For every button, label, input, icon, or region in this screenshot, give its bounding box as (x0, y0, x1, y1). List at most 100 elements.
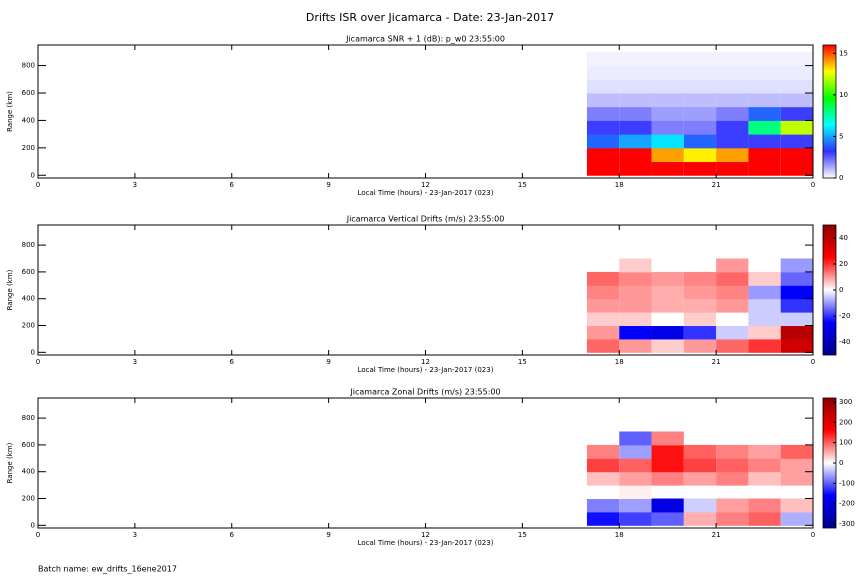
heatmap-cell (586, 458, 620, 473)
heatmap-cell (780, 471, 813, 486)
heatmap-cell (716, 120, 749, 135)
panel-title: Jicamarca SNR + 1 (dB): p_w0 23:55:00 (345, 35, 505, 44)
x-tick-label: 21 (712, 358, 721, 366)
heatmap-cell (683, 92, 717, 108)
heatmap-cell (748, 285, 781, 300)
heatmap-cell (619, 147, 652, 163)
heatmap-cell (683, 312, 717, 327)
heatmap-cell (716, 65, 749, 80)
heatmap-cell (748, 92, 781, 108)
heatmap-cell (586, 65, 620, 80)
heatmap-cell (683, 106, 717, 121)
heatmap-cell (619, 51, 652, 67)
heatmap-cell (748, 106, 781, 121)
heatmap-cell (716, 271, 749, 286)
y-tick-label: 200 (22, 144, 35, 152)
heatmap-cell (651, 511, 684, 526)
heatmap-cell (619, 511, 652, 526)
heatmap-cell (619, 444, 652, 459)
x-tick-label: 12 (421, 531, 430, 539)
heatmap-cell (683, 511, 717, 526)
heatmap-cell (619, 134, 652, 149)
heatmap-cell (716, 258, 749, 273)
x-tick-label: 0 (36, 531, 40, 539)
heatmap-cell (651, 134, 684, 149)
heatmap-cell (683, 298, 717, 313)
heatmap-cell (651, 285, 684, 300)
heatmap-cell (619, 338, 652, 353)
heatmap-cell (748, 444, 781, 459)
heatmap-cell (780, 79, 813, 94)
heatmap-cell (619, 458, 652, 473)
x-tick-label: 12 (421, 181, 430, 189)
heatmap-cell (748, 147, 781, 163)
y-tick-label: 0 (31, 521, 35, 529)
heatmap-cell (586, 498, 620, 513)
heatmap-cell (748, 271, 781, 286)
colorbar-tick-label: -100 (839, 479, 855, 487)
y-tick-label: 800 (22, 62, 35, 70)
heatmap-cell (748, 79, 781, 94)
heatmap-cell (748, 498, 781, 513)
heatmap-cell (586, 106, 620, 121)
heatmap-cell (780, 106, 813, 121)
heatmap-cell (586, 511, 620, 526)
heatmap-cell (683, 325, 717, 340)
x-tick-label: 9 (326, 358, 330, 366)
x-tick-label: 15 (518, 181, 527, 189)
heatmap-cell (748, 312, 781, 327)
y-tick-label: 200 (22, 322, 35, 330)
heatmap-cell (619, 79, 652, 94)
heatmap-cell (716, 338, 749, 353)
y-axis-label: Range (km) (6, 442, 14, 483)
x-tick-label: 18 (615, 181, 624, 189)
heatmap-cell (716, 147, 749, 163)
panel-title: Jicamarca Vertical Drifts (m/s) 23:55:00 (346, 215, 505, 224)
heatmap-cell (748, 325, 781, 340)
heatmap-cell (586, 325, 620, 340)
heatmap-cell (586, 134, 620, 149)
heatmap-cell (748, 134, 781, 149)
heatmap-cell (716, 458, 749, 473)
x-tick-label: 0 (36, 181, 40, 189)
heatmap-cell (780, 338, 813, 353)
x-tick-label: 18 (615, 531, 624, 539)
heatmap-cell (780, 498, 813, 513)
x-tick-label: 0 (36, 358, 40, 366)
colorbar-tick-label: -40 (839, 338, 850, 346)
heatmap-cell (683, 161, 717, 176)
heatmap-cell (748, 338, 781, 353)
heatmap-cell (619, 325, 652, 340)
x-tick-label: 3 (133, 531, 137, 539)
heatmap-cell (651, 312, 684, 327)
x-tick-label: 21 (712, 181, 721, 189)
colorbar-tick-label: 200 (839, 418, 852, 426)
heatmap-cell (619, 92, 652, 108)
colorbar-tick-label: 0 (839, 174, 843, 182)
heatmap-cell (780, 312, 813, 327)
x-tick-label: 9 (326, 181, 330, 189)
x-axis-label: Local Time (hours) - 23-Jan-2017 (023) (358, 189, 494, 197)
panel-title: Jicamarca Zonal Drifts (m/s) 23:55:00 (349, 388, 500, 397)
x-tick-label: 18 (615, 358, 624, 366)
heatmap-cell (586, 285, 620, 300)
y-axis-label: Range (km) (6, 91, 14, 132)
heatmap-cell (780, 92, 813, 108)
heatmap-cell (683, 471, 717, 486)
heatmap-cell (619, 431, 652, 446)
heatmap-cell (619, 471, 652, 486)
x-tick-label: 0 (811, 181, 815, 189)
heatmap-cell (651, 161, 684, 176)
heatmap-cell (683, 147, 717, 163)
heatmap-cell (716, 134, 749, 149)
heatmap-cell (586, 298, 620, 313)
x-tick-label: 9 (326, 531, 330, 539)
heatmap-cell (716, 325, 749, 340)
colorbar-tick-label: 0 (839, 286, 843, 294)
heatmap-cell (586, 444, 620, 459)
heatmap-cell (780, 271, 813, 286)
heatmap-cell (780, 458, 813, 473)
heatmap-cell (780, 147, 813, 163)
y-tick-label: 600 (22, 89, 35, 97)
